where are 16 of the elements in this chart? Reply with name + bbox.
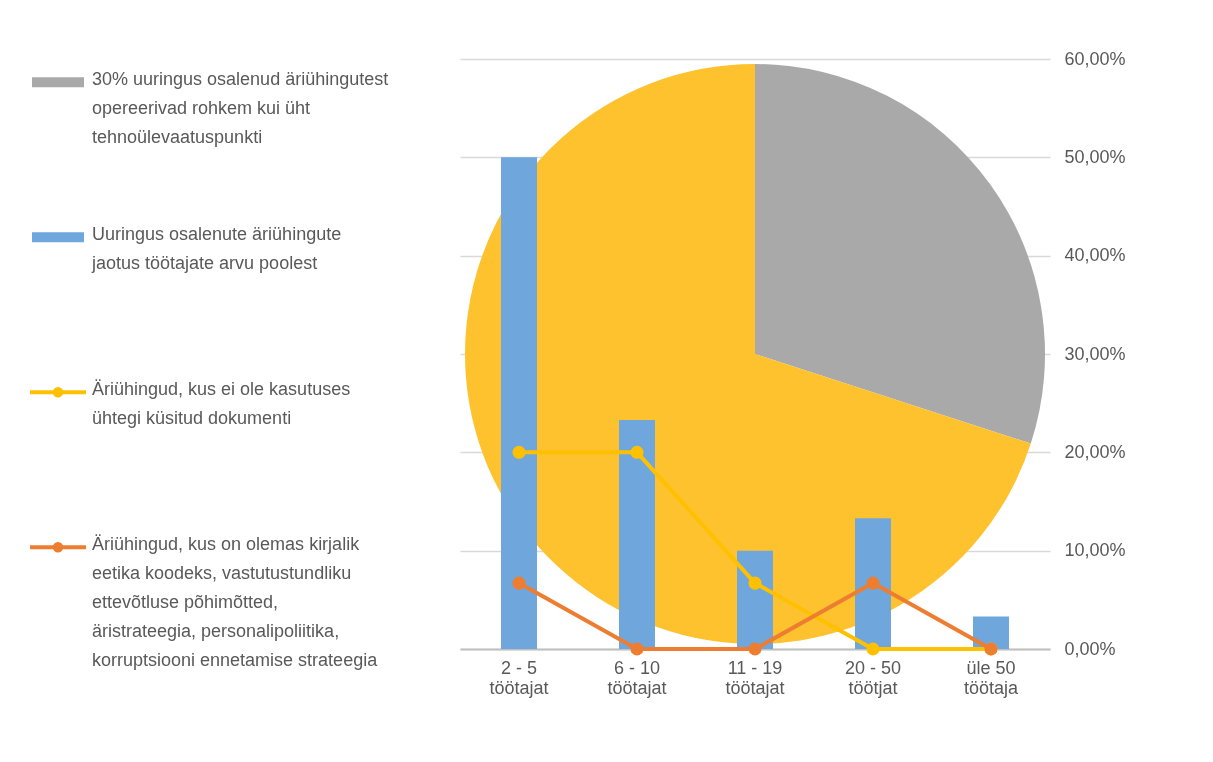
x-tick-label: 2 - 5 töötajat xyxy=(489,657,549,698)
x-tick-label: 6 - 10 töötajat xyxy=(607,657,667,698)
x-tick-label: üle 50 töötaja xyxy=(963,657,1020,698)
y-tick-label: 50,00% xyxy=(1064,146,1126,167)
y-tick-label: 60,00% xyxy=(1064,48,1126,69)
legend-label: Äriühingud, kus on olemas kirjalik eetika koodeks, vastutustundliku ettevõtluse põhimõtted, äristrateegia, personalipoliitika, korruptsiooni ennetamise strateegia xyxy=(92,534,379,671)
y-tick-label: 40,00% xyxy=(1064,245,1126,266)
legend-label: 30% uuringus osalenud äriühingutest opereerivad rohkem kui üht tehnoülevaatuspunkti xyxy=(92,69,389,148)
legend-label: Äriühingud, kus ei ole kasutuses ühtegi küsitud dokumenti xyxy=(92,379,351,429)
legend-label: Uuringus osalenute äriühingute jaotus töötajate arvu poolest xyxy=(91,224,342,274)
x-tick-label: 11 - 19 töötajat xyxy=(725,657,785,698)
y-tick-label: 20,00% xyxy=(1064,441,1126,462)
y-tick-label: 30,00% xyxy=(1064,343,1126,364)
y-tick-label: 0,00% xyxy=(1064,638,1116,659)
y-tick-label: 10,00% xyxy=(1064,540,1126,561)
x-tick-label: 20 - 50 töötjat xyxy=(844,657,902,698)
